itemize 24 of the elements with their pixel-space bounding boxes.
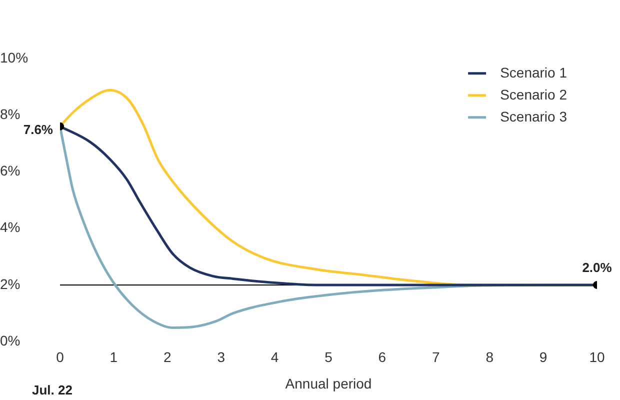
x-tick-label: 1 [110,348,118,365]
y-tick-label: 2% [0,276,20,292]
y-tick-label: 8% [0,106,20,122]
x-tick-label: 4 [270,348,279,365]
x-tick-label: 8 [486,348,494,365]
y-tick-label: 6% [0,162,20,179]
y-tick-label: 0% [0,332,20,348]
annotation: 7.6% [23,122,54,137]
x-tick-label: 6 [378,348,386,365]
legend-label: Scenario 3 [500,108,568,124]
legend-label: Scenario 2 [500,86,568,102]
x-axis-title: Annual period [285,376,372,392]
text: Jul. 22 [32,382,72,398]
x-tick-label: 7 [432,348,440,365]
x-tick-label: 10 [589,348,605,365]
x-tick-label: 5 [324,348,333,365]
x-tick-label: 0 [56,348,64,365]
y-tick-label: 4% [0,219,20,236]
x-tick-label: 3 [217,348,226,365]
legend-label: Scenario 1 [500,64,568,80]
x-tick-label: 9 [539,348,548,365]
y-tick-label: 10% [0,49,28,66]
x-tick-label: 2 [164,348,172,365]
annotation: 2.0% [582,260,612,276]
